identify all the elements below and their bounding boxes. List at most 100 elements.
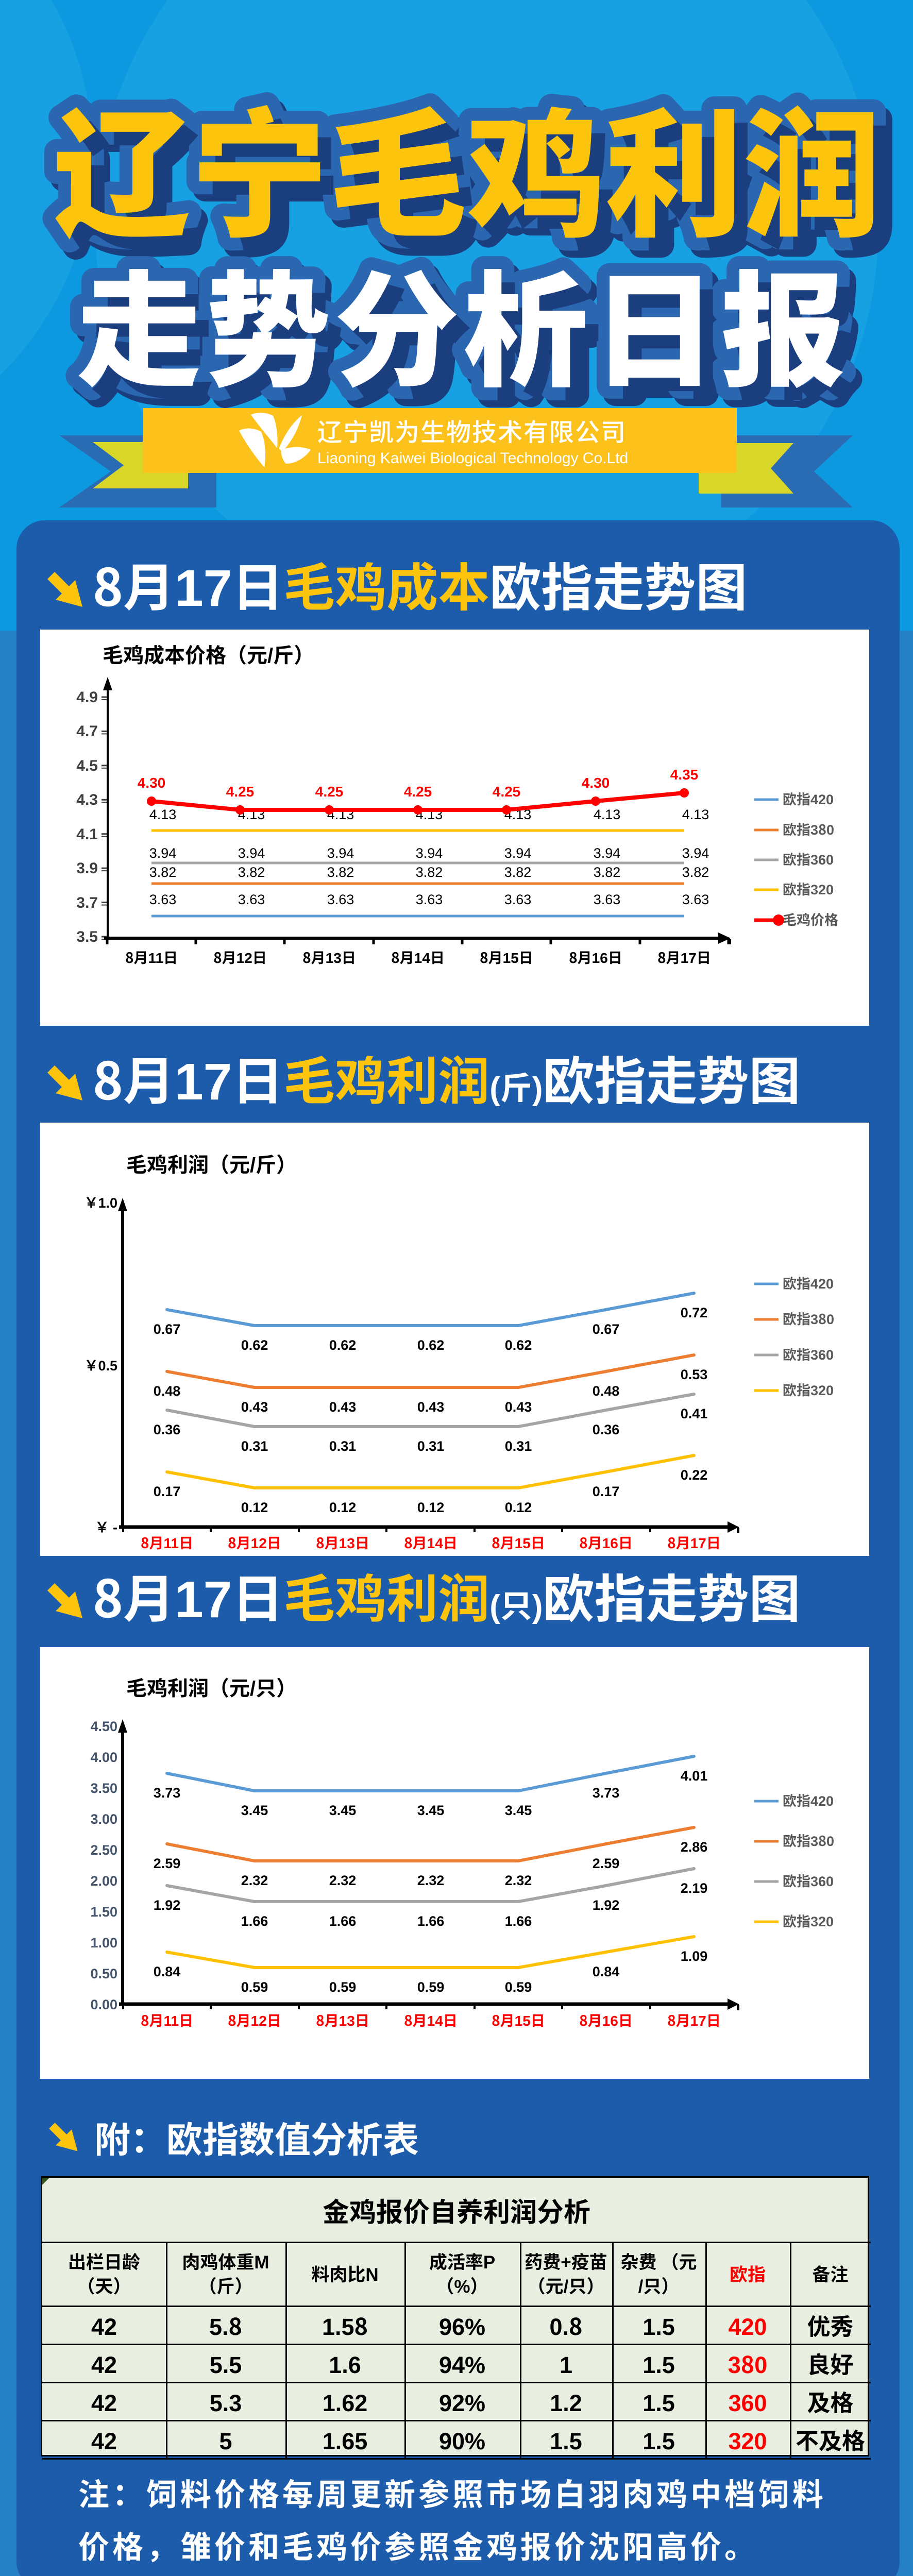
svg-text:0.59: 0.59 — [505, 1979, 532, 1995]
svg-text:欧指320: 欧指320 — [783, 1910, 834, 1930]
svg-text:欧指360: 欧指360 — [783, 1344, 834, 1364]
svg-text:1.09: 1.09 — [681, 1948, 708, 1964]
svg-text:1.00: 1.00 — [90, 1935, 117, 1951]
svg-text:3.73: 3.73 — [154, 1785, 181, 1801]
svg-text:3.94: 3.94 — [149, 845, 177, 861]
svg-text:8月16日: 8月16日 — [569, 947, 622, 968]
svg-text:2.59: 2.59 — [593, 1856, 620, 1871]
svg-text:0.12: 0.12 — [417, 1500, 445, 1515]
svg-text:0.62: 0.62 — [329, 1337, 357, 1353]
svg-text:3.73: 3.73 — [593, 1785, 620, 1801]
svg-text:1.66: 1.66 — [417, 1913, 445, 1929]
svg-text:4.5: 4.5 — [76, 757, 98, 774]
svg-text:8月17日: 8月17日 — [657, 947, 711, 968]
svg-text:4.13: 4.13 — [149, 807, 177, 822]
svg-text:3.82: 3.82 — [416, 865, 443, 880]
svg-text:3.94: 3.94 — [504, 845, 532, 861]
svg-text:欧指420: 欧指420 — [783, 1273, 834, 1293]
svg-text:3.5: 3.5 — [76, 928, 98, 945]
svg-text:4.9: 4.9 — [76, 689, 98, 706]
svg-text:8月13日: 8月13日 — [316, 1532, 369, 1553]
svg-text:0.50: 0.50 — [90, 1966, 117, 1981]
svg-text:0.59: 0.59 — [417, 1979, 445, 1995]
svg-text:0.17: 0.17 — [593, 1484, 620, 1499]
svg-text:0.72: 0.72 — [681, 1305, 708, 1320]
svg-text:3.63: 3.63 — [594, 892, 621, 907]
svg-text:8月12日: 8月12日 — [228, 2010, 281, 2030]
svg-text:1.92: 1.92 — [154, 1897, 181, 1913]
svg-text:8月15日: 8月15日 — [492, 2010, 545, 2030]
svg-text:4.13: 4.13 — [594, 807, 621, 822]
svg-text:Liaoning Kaiwei Biological Tec: Liaoning Kaiwei Biological Technology Co… — [317, 450, 628, 467]
svg-text:0.67: 0.67 — [593, 1321, 620, 1337]
svg-text:2.19: 2.19 — [681, 1880, 708, 1896]
svg-text:4.30: 4.30 — [582, 775, 610, 791]
svg-text:8月15日: 8月15日 — [480, 947, 533, 968]
svg-text:走势分析日报: 走势分析日报 — [90, 244, 863, 425]
svg-text:0.36: 0.36 — [154, 1422, 181, 1437]
svg-text:8月16日: 8月16日 — [579, 2010, 633, 2030]
svg-text:4.1: 4.1 — [76, 826, 98, 843]
svg-text:欧指420: 欧指420 — [783, 788, 834, 808]
svg-text:0.31: 0.31 — [329, 1438, 357, 1454]
svg-text:0.62: 0.62 — [241, 1337, 268, 1353]
svg-text:3.82: 3.82 — [149, 865, 177, 880]
svg-text:1.66: 1.66 — [241, 1913, 268, 1929]
svg-text:0.31: 0.31 — [505, 1438, 532, 1454]
svg-text:2.32: 2.32 — [417, 1873, 445, 1888]
svg-text:4.00: 4.00 — [90, 1750, 117, 1765]
svg-text:4.25: 4.25 — [315, 784, 344, 800]
svg-text:欧指380: 欧指380 — [783, 1308, 834, 1328]
svg-text:8月12日: 8月12日 — [213, 947, 267, 968]
svg-text:3.82: 3.82 — [327, 865, 354, 880]
svg-text:8月11日: 8月11日 — [125, 947, 178, 968]
svg-text:4.35: 4.35 — [670, 767, 699, 783]
svg-text:3.63: 3.63 — [504, 892, 532, 907]
svg-text:8月13日: 8月13日 — [302, 947, 356, 968]
svg-text:8月12日: 8月12日 — [228, 1532, 281, 1553]
svg-text:0.00: 0.00 — [90, 1997, 117, 2012]
svg-text:2.59: 2.59 — [154, 1856, 181, 1871]
svg-text:0.43: 0.43 — [505, 1399, 532, 1415]
svg-text:0.41: 0.41 — [681, 1406, 708, 1421]
svg-text:4.7: 4.7 — [76, 723, 98, 740]
svg-text:1.66: 1.66 — [329, 1913, 357, 1929]
svg-text:3.7: 3.7 — [76, 894, 98, 911]
svg-text:欧指320: 欧指320 — [783, 878, 834, 899]
svg-text:8月11日: 8月11日 — [141, 2010, 193, 2030]
svg-text:2.32: 2.32 — [505, 1873, 532, 1888]
svg-text:4.25: 4.25 — [404, 784, 432, 800]
svg-text:8月13日: 8月13日 — [316, 2010, 369, 2030]
svg-text:3.94: 3.94 — [238, 845, 265, 861]
svg-text:0.84: 0.84 — [593, 1964, 620, 1979]
svg-text:2.00: 2.00 — [90, 1873, 117, 1889]
svg-text:3.82: 3.82 — [504, 865, 532, 880]
svg-text:3.94: 3.94 — [327, 845, 354, 861]
svg-text:3.82: 3.82 — [238, 865, 265, 880]
svg-text:1.66: 1.66 — [505, 1913, 532, 1929]
svg-text:0.67: 0.67 — [154, 1321, 181, 1337]
svg-text:0.84: 0.84 — [154, 1964, 181, 1979]
svg-text:0.62: 0.62 — [417, 1337, 445, 1353]
svg-text:4.3: 4.3 — [76, 791, 98, 808]
svg-text:4.25: 4.25 — [493, 784, 521, 800]
svg-text:走势分析日报: 走势分析日报 — [77, 231, 850, 412]
svg-text:8月14日: 8月14日 — [391, 947, 445, 968]
svg-text:0.43: 0.43 — [241, 1399, 268, 1415]
svg-text:欧指360: 欧指360 — [783, 849, 834, 869]
svg-text:2.50: 2.50 — [90, 1842, 117, 1858]
svg-text:4.01: 4.01 — [681, 1768, 708, 1784]
svg-text:0.12: 0.12 — [329, 1500, 357, 1515]
svg-text:3.63: 3.63 — [682, 892, 709, 907]
svg-text:欧指320: 欧指320 — [783, 1379, 834, 1399]
svg-text:8月16日: 8月16日 — [579, 1532, 633, 1553]
svg-text:1.50: 1.50 — [90, 1904, 117, 1920]
svg-text:3.63: 3.63 — [327, 892, 354, 907]
svg-text:0.22: 0.22 — [681, 1467, 708, 1483]
svg-text:0.48: 0.48 — [593, 1383, 620, 1399]
svg-text:4.30: 4.30 — [138, 775, 166, 791]
svg-text:3.9: 3.9 — [76, 860, 98, 877]
svg-text:欧指360: 欧指360 — [783, 1870, 834, 1890]
svg-text:毛鸡利润（元/只）: 毛鸡利润（元/只） — [126, 1672, 297, 1702]
svg-text:8月11日: 8月11日 — [141, 1532, 193, 1553]
